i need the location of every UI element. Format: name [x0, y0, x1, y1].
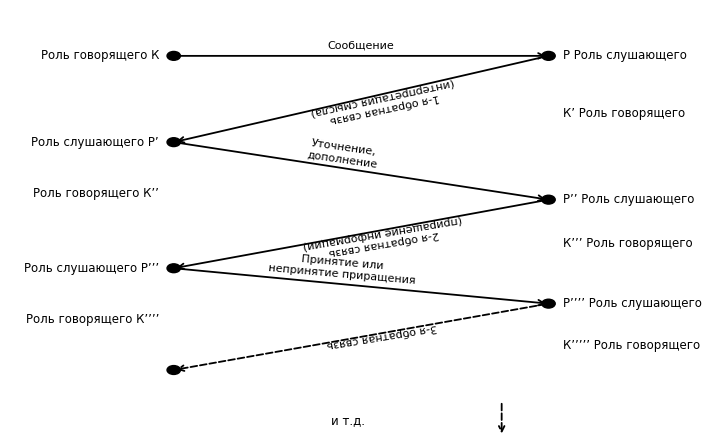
- Text: 2-я обратная связь
(приращение информации): 2-я обратная связь (приращение информаци…: [302, 214, 465, 262]
- Text: Сообщение: Сообщение: [327, 41, 394, 51]
- Circle shape: [167, 264, 181, 273]
- Text: Роль слушающего Р’: Роль слушающего Р’: [31, 136, 159, 149]
- Circle shape: [542, 195, 555, 204]
- Circle shape: [167, 52, 181, 60]
- Text: 1-я обратная связь
(интерпретация смысла): 1-я обратная связь (интерпретация смысла…: [309, 77, 457, 129]
- Circle shape: [542, 52, 555, 60]
- Text: Принятие или
непринятие приращения: Принятие или непринятие приращения: [267, 251, 417, 286]
- Text: Роль говорящего К’’: Роль говорящего К’’: [33, 186, 159, 199]
- Text: Роль слушающего Р’’’: Роль слушающего Р’’’: [24, 262, 159, 275]
- Text: 3-я обратная связь: 3-я обратная связь: [326, 323, 438, 350]
- Text: Р Роль слушающего: Р Роль слушающего: [563, 49, 687, 62]
- Circle shape: [167, 138, 181, 146]
- Text: К’’’’’ Роль говорящего: К’’’’’ Роль говорящего: [563, 339, 701, 352]
- Circle shape: [167, 366, 181, 375]
- Text: Р’’ Роль слушающего: Р’’ Роль слушающего: [563, 193, 695, 206]
- Text: К’’’ Роль говорящего: К’’’ Роль говорящего: [563, 237, 693, 250]
- Text: Р’’’’ Роль слушающего: Р’’’’ Роль слушающего: [563, 297, 702, 310]
- Text: и т.д.: и т.д.: [331, 414, 364, 427]
- Text: К’ Роль говорящего: К’ Роль говорящего: [563, 107, 685, 120]
- Text: Уточнение,
дополнение: Уточнение, дополнение: [306, 138, 379, 169]
- Circle shape: [542, 299, 555, 308]
- Text: Роль говорящего К: Роль говорящего К: [41, 49, 159, 62]
- Text: Роль говорящего К’’’’: Роль говорящего К’’’’: [25, 313, 159, 326]
